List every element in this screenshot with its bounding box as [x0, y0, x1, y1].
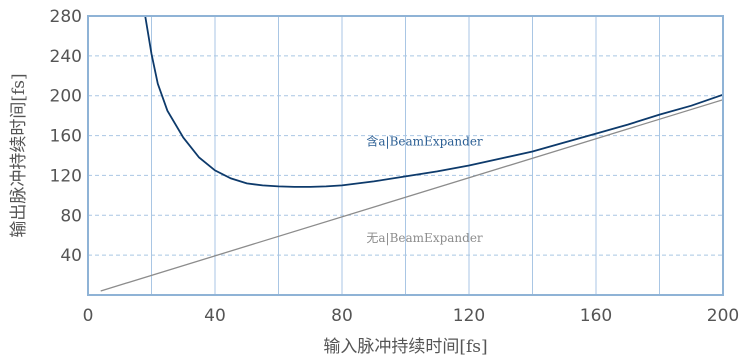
x-tick-label-0: 0 [83, 306, 94, 326]
series-layer [100, 16, 723, 292]
y-tick-label-160: 160 [50, 127, 82, 147]
y-tick-label-240: 240 [50, 47, 82, 67]
y-tick-label-200: 200 [50, 87, 82, 107]
plot-frame [87, 15, 724, 296]
y-tick-label-120: 120 [50, 166, 82, 186]
x-axis-label: 输入脉冲持续时间[fs] [323, 337, 487, 357]
y-tick-label-80: 80 [60, 206, 82, 226]
x-tick-label-120: 120 [453, 306, 485, 326]
grid-layer [88, 16, 723, 295]
annotations-layer: 含a|BeamExpander 无a|BeamExpander [366, 134, 483, 246]
x-tick-label-40: 40 [204, 306, 226, 326]
x-tick-label-200: 200 [707, 306, 739, 326]
y-axis-ticks: 40 80 120 160 200 240 280 [50, 7, 82, 266]
x-axis-ticks: 0 40 80 120 160 200 [83, 306, 740, 326]
series-annotation-2: 无a|BeamExpander [366, 231, 483, 245]
y-tick-label-280: 280 [50, 7, 82, 27]
series-line-2 [100, 99, 723, 292]
y-axis-label: 输出脉冲持续时间[fs] [9, 73, 29, 237]
series-annotation-1: 含a|BeamExpander [366, 134, 483, 149]
x-tick-label-160: 160 [580, 306, 612, 326]
series-line-1 [144, 16, 723, 188]
y-tick-label-40: 40 [60, 246, 82, 266]
x-tick-label-80: 80 [331, 306, 353, 326]
